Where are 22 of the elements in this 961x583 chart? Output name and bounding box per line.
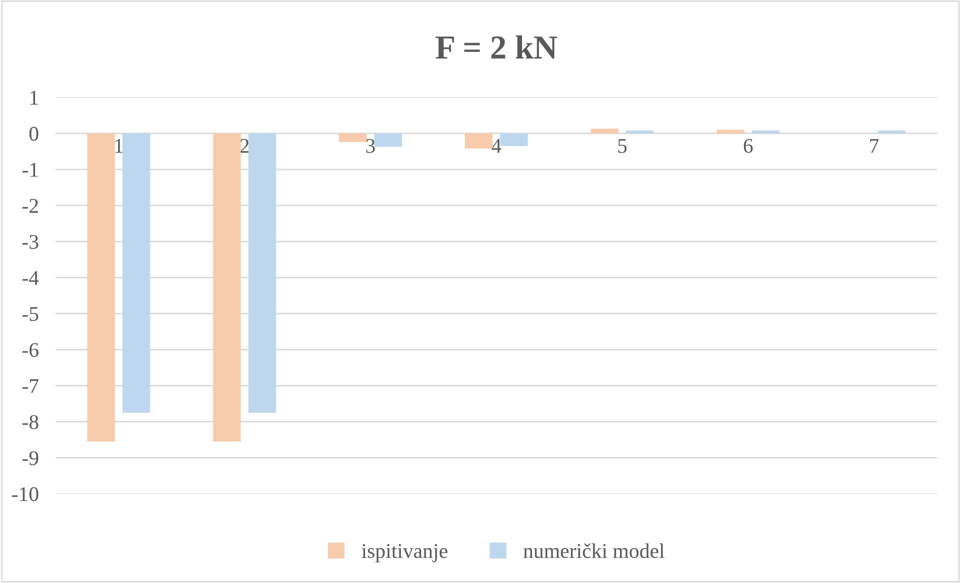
y-tick-label: -6 [22,343,38,358]
x-tick-label: 1 [115,138,123,153]
y-tick-label: 1 [30,90,38,105]
y-tick-label: 0 [29,126,38,141]
y-tick-label: -9 [22,451,38,466]
y-tick-label: -7 [22,379,38,393]
y-tick-label: -2 [22,198,38,213]
x-tick-label: 3 [366,138,375,153]
y-tick-label: -4 [22,271,39,285]
chart-title: F = 2 kN [436,35,558,58]
y-tick-label: -1 [22,162,38,177]
x-tick-label: 4 [492,139,502,153]
x-tick-label: 7 [870,139,879,153]
y-tick-label: -8 [22,415,38,430]
x-tick-label: 6 [744,138,753,153]
y-tick-label: -10 [12,487,38,502]
x-tick-label: 2 [240,138,249,153]
y-tick-label: -5 [22,307,38,322]
x-tick-label: 5 [618,139,627,153]
legend-label: numerički model [524,543,664,558]
y-tick-label: -3 [22,234,38,249]
legend-label: ispitivanje [362,544,448,562]
